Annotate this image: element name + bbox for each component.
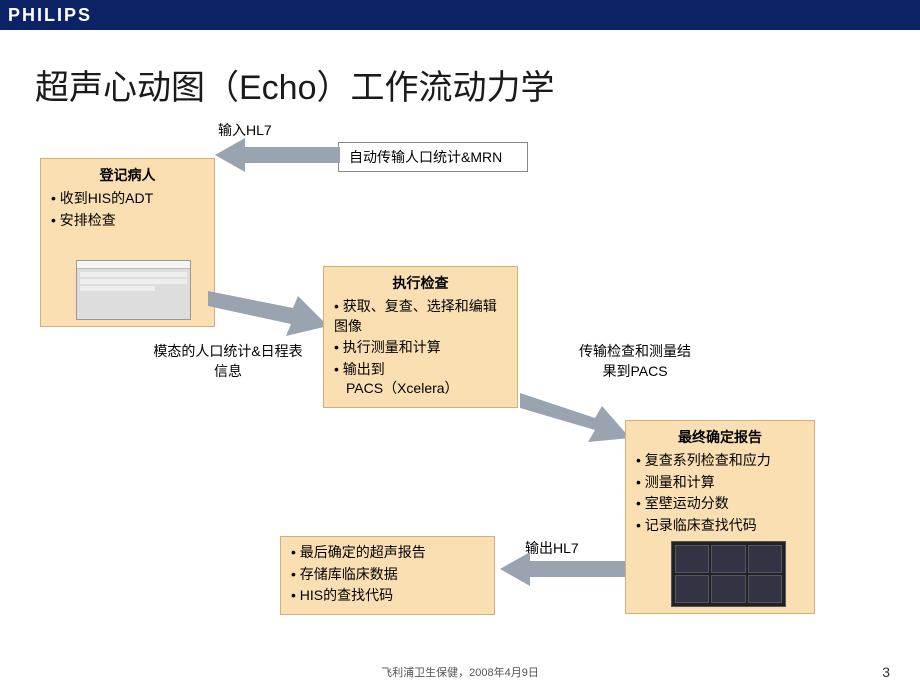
finalize-item-0: 复查系列检查和应力	[636, 451, 804, 471]
perform-list: 获取、复查、选择和编辑图像 执行测量和计算 输出到 PACS（Xcelera）	[334, 297, 507, 399]
transfer-pacs-l2: 果到PACS	[602, 363, 667, 379]
output-item-1: 存储库临床数据	[291, 565, 484, 585]
transfer-pacs-l1: 传输检查和测量结	[579, 343, 691, 359]
arrow-register-to-perform	[208, 286, 328, 336]
register-item-0: 收到HIS的ADT	[51, 189, 204, 209]
modal-info-l1: 模态的人口统计&日程表	[153, 343, 302, 359]
finalize-title: 最终确定报告	[636, 427, 804, 447]
perform-item-1: 执行测量和计算	[334, 338, 507, 358]
output-box: 最后确定的超声报告 存储库临床数据 HIS的查找代码	[280, 536, 495, 615]
finalize-item-3: 记录临床查找代码	[636, 516, 804, 536]
input-hl7-label: 输入HL7	[218, 120, 272, 140]
auto-transfer-text: 自动传输人口统计&MRN	[349, 149, 502, 165]
footer-text: 飞利浦卫生保健，2008年4月9日	[0, 664, 920, 680]
register-thumbnail	[76, 260, 191, 320]
register-box: 登记病人 收到HIS的ADT 安排检查	[40, 158, 215, 327]
perform-title: 执行检查	[334, 273, 507, 293]
arrow-perform-to-finalize	[520, 388, 630, 444]
page-title: 超声心动图（Echo）工作流动力学	[35, 60, 555, 109]
finalize-item-1: 测量和计算	[636, 473, 804, 493]
output-item-2: HIS的查找代码	[291, 586, 484, 606]
register-list: 收到HIS的ADT 安排检查	[51, 189, 204, 230]
modal-info-l2: 信息	[214, 363, 242, 379]
header-bar: PHILIPS	[0, 0, 920, 30]
register-title: 登记病人	[51, 165, 204, 185]
modal-info-label: 模态的人口统计&日程表 信息	[128, 341, 328, 381]
register-item-1: 安排检查	[51, 211, 204, 231]
page-number: 3	[882, 664, 890, 680]
transfer-pacs-label: 传输检查和测量结 果到PACS	[555, 341, 715, 381]
finalize-thumbnail	[671, 541, 786, 607]
perform-box: 执行检查 获取、复查、选择和编辑图像 执行测量和计算 输出到 PACS（Xcel…	[323, 266, 518, 408]
arrow-auto-to-register	[215, 138, 340, 172]
philips-logo: PHILIPS	[8, 5, 92, 26]
footer: 飞利浦卫生保健，2008年4月9日 3	[0, 664, 920, 680]
perform-item-0: 获取、复查、选择和编辑图像	[334, 297, 507, 336]
perform-item-2a: 输出到 PACS（Xcelera）	[334, 360, 507, 399]
finalize-list: 复查系列检查和应力 测量和计算 室壁运动分数 记录临床查找代码	[636, 451, 804, 535]
finalize-item-2: 室壁运动分数	[636, 494, 804, 514]
output-list: 最后确定的超声报告 存储库临床数据 HIS的查找代码	[291, 543, 484, 606]
finalize-box: 最终确定报告 复查系列检查和应力 测量和计算 室壁运动分数 记录临床查找代码	[625, 420, 815, 614]
output-hl7-label: 输出HL7	[525, 538, 579, 558]
auto-transfer-box: 自动传输人口统计&MRN	[338, 142, 528, 172]
output-item-0: 最后确定的超声报告	[291, 543, 484, 563]
